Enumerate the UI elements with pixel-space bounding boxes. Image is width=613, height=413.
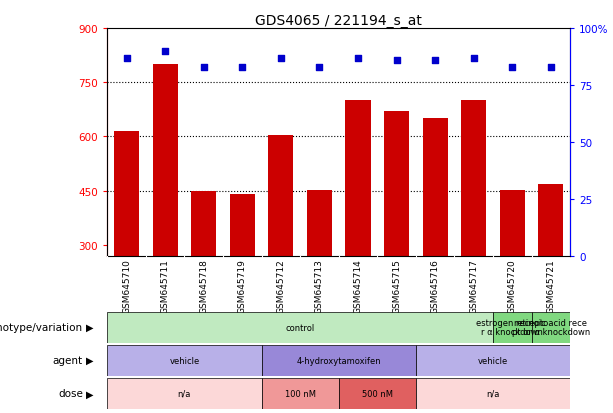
Text: ▶: ▶ (86, 322, 93, 332)
Bar (107, 378, 262, 409)
Bar (191, 192, 216, 256)
Point (392, 57, 402, 64)
Text: ▶: ▶ (86, 388, 93, 399)
Bar (262, 345, 416, 376)
Point (508, 64, 517, 71)
Text: 4-hydroxytamoxifen: 4-hydroxytamoxifen (296, 356, 381, 365)
Bar (262, 378, 338, 409)
Point (237, 64, 247, 71)
Point (314, 64, 324, 71)
Text: GSM645714: GSM645714 (354, 259, 362, 313)
Text: dose: dose (58, 388, 83, 399)
Bar (230, 195, 255, 256)
Text: GSM645715: GSM645715 (392, 259, 401, 313)
Bar (339, 378, 416, 409)
Text: ▶: ▶ (86, 355, 93, 366)
Point (160, 48, 170, 55)
Bar (416, 345, 570, 376)
Bar (500, 190, 525, 256)
Text: estrogen recepto
r α knockdown: estrogen recepto r α knockdown (476, 318, 549, 337)
Point (199, 64, 208, 71)
Bar (114, 132, 139, 256)
Point (430, 57, 440, 64)
Bar (416, 378, 570, 409)
Text: n/a: n/a (486, 389, 500, 398)
Bar (531, 312, 570, 343)
Text: 500 nM: 500 nM (362, 389, 393, 398)
Bar (307, 190, 332, 256)
Text: GSM645718: GSM645718 (199, 259, 208, 313)
Text: GSM645712: GSM645712 (276, 259, 285, 313)
Text: GSM645713: GSM645713 (315, 259, 324, 313)
Bar (268, 135, 294, 256)
Text: GSM645720: GSM645720 (508, 259, 517, 313)
Text: GSM645719: GSM645719 (238, 259, 247, 313)
Text: GSM645716: GSM645716 (430, 259, 440, 313)
Bar (107, 312, 493, 343)
Bar (493, 312, 531, 343)
Text: vehicle: vehicle (478, 356, 508, 365)
Point (469, 55, 479, 62)
Text: GSM645711: GSM645711 (161, 259, 170, 313)
Text: GSM645721: GSM645721 (546, 259, 555, 313)
Text: GSM645710: GSM645710 (122, 259, 131, 313)
Text: 100 nM: 100 nM (284, 389, 316, 398)
Bar (384, 112, 409, 256)
Text: retinoic acid rece
pt or α knockdown: retinoic acid rece pt or α knockdown (512, 318, 590, 337)
Title: GDS4065 / 221194_s_at: GDS4065 / 221194_s_at (255, 14, 422, 28)
Text: agent: agent (53, 355, 83, 366)
Point (546, 64, 556, 71)
Text: GSM645717: GSM645717 (469, 259, 478, 313)
Bar (107, 345, 262, 376)
Text: vehicle: vehicle (169, 356, 200, 365)
Point (353, 55, 363, 62)
Text: genotype/variation: genotype/variation (0, 322, 83, 332)
Bar (422, 119, 447, 256)
Text: control: control (286, 323, 314, 332)
Bar (153, 65, 178, 256)
Bar (346, 101, 370, 256)
Bar (461, 101, 486, 256)
Point (276, 55, 286, 62)
Text: n/a: n/a (178, 389, 191, 398)
Bar (538, 185, 563, 256)
Point (121, 55, 131, 62)
